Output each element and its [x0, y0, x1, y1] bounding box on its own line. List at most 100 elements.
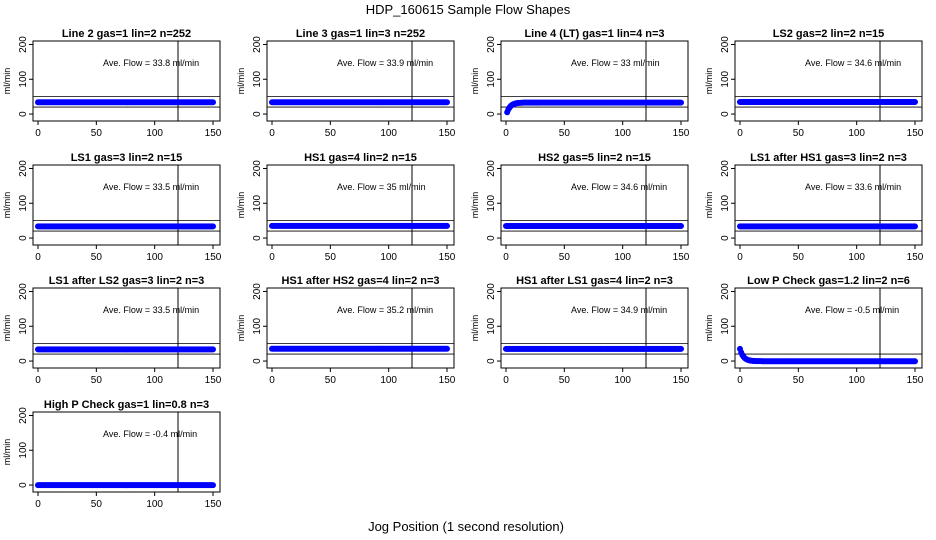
panel-2-ytick-label: 200: [252, 36, 263, 53]
panel-12-xtick-label: 0: [737, 375, 743, 386]
panel-13-ytick-label: 0: [18, 482, 29, 488]
figure-xlabel: Jog Position (1 second resolution): [368, 519, 564, 534]
panel-5-data-points: [34, 223, 217, 230]
panel-12-title: Low P Check gas=1.2 lin=2 n=6: [747, 275, 910, 287]
panel-6-xtick-label: 150: [439, 252, 456, 263]
panel-12-plot-frame: [734, 287, 923, 369]
panel-8-xtick-label: 50: [793, 252, 805, 263]
panel-8-xtick-label: 150: [907, 252, 924, 263]
panel-13-xtick-label: 0: [35, 499, 41, 510]
panel-12-xtick-label: 50: [793, 375, 805, 386]
panel-2-ytick-label: 100: [252, 70, 263, 87]
panel-7-ylabel: ml/min: [470, 192, 480, 219]
panel-6-ylabel: ml/min: [236, 192, 246, 219]
panel-6: HS1 gas=4 lin=2 n=15 0 100 200 ml/min 0 50 100 1…: [236, 152, 456, 263]
panel-6-plot-frame: [266, 164, 455, 246]
panel-3-plot-frame: [500, 40, 689, 122]
panel-7-title: HS2 gas=5 lin=2 n=15: [538, 152, 651, 164]
panel-12-data-points: [736, 345, 918, 365]
panel-2-plot-frame: [266, 40, 455, 122]
panel-4-annotation: Ave. Flow = 34.6 ml/min: [805, 58, 901, 68]
panel-2-annotation: Ave. Flow = 33.9 ml/min: [337, 58, 433, 68]
panel-7-xtick-label: 150: [673, 252, 690, 263]
panel-2-xtick-label: 100: [380, 128, 397, 139]
panel-9-xtick-label: 50: [91, 375, 103, 386]
panel-5: LS1 gas=3 lin=2 n=15 0 100 200 ml/min 0 50 100 1…: [2, 152, 222, 263]
panel-9-plot-frame: [32, 287, 221, 369]
panel-6-ytick-label: 0: [252, 235, 263, 241]
panel-11-xtick-label: 0: [503, 375, 509, 386]
panel-13-ylabel: ml/min: [2, 439, 12, 466]
panels-group: Line 2 gas=1 lin=2 n=252 0 100 200 ml/min 0 50…: [2, 28, 924, 510]
panel-1: Line 2 gas=1 lin=2 n=252 0 100 200 ml/min 0 50…: [2, 28, 222, 139]
panel-4-plot-frame: [734, 40, 923, 122]
panel-3-ytick-label: 0: [486, 111, 497, 117]
panel-2-ylabel: ml/min: [236, 68, 246, 95]
panel-7-xtick-label: 50: [559, 252, 571, 263]
panel-6-xtick-label: 0: [269, 252, 275, 263]
panel-10-xtick-label: 100: [380, 375, 397, 386]
panel-11-data-point: [677, 345, 684, 352]
panel-6-annotation: Ave. Flow = 35 ml/min: [337, 182, 426, 192]
panel-11-ytick-label: 100: [486, 317, 497, 334]
panel-4-ytick-label: 200: [720, 36, 731, 53]
panel-4-data-points: [736, 99, 918, 106]
panel-10-xtick-label: 150: [439, 375, 456, 386]
panel-12-ytick-label: 100: [720, 317, 731, 334]
panel-9-xtick-label: 100: [146, 375, 163, 386]
panel-5-ytick-label: 200: [18, 160, 29, 177]
panel-2-xtick-label: 150: [439, 128, 456, 139]
panel-11-xtick-label: 50: [559, 375, 571, 386]
panel-12-xtick-label: 150: [907, 375, 924, 386]
panel-3-data-point: [677, 99, 684, 106]
panel-8-data-points: [736, 223, 918, 230]
panel-6-ytick-label: 200: [252, 160, 263, 177]
panel-1-xtick-label: 150: [205, 128, 222, 139]
panel-4-ytick-label: 100: [720, 70, 731, 87]
panel-9-annotation: Ave. Flow = 33.5 ml/min: [103, 305, 199, 315]
panel-2-data-point: [443, 99, 450, 106]
panel-12-ytick-label: 0: [720, 358, 731, 364]
panel-7-xtick-label: 0: [503, 252, 509, 263]
panel-7-data-points: [502, 223, 684, 230]
panel-7-ytick-label: 100: [486, 194, 497, 211]
panel-13-data-points: [34, 482, 217, 489]
panel-12: Low P Check gas=1.2 lin=2 n=6 0 100 200 ml/m…: [704, 275, 924, 386]
panel-12-annotation: Ave. Flow = -0.5 ml/min: [805, 305, 899, 315]
panel-1-xtick-label: 0: [35, 128, 41, 139]
panel-4-xtick-label: 0: [737, 128, 743, 139]
panel-2-data-points: [268, 99, 450, 106]
panel-6-xtick-label: 100: [380, 252, 397, 263]
panel-10-ytick-label: 200: [252, 283, 263, 300]
panel-8-ylabel: ml/min: [704, 192, 714, 219]
panel-10: HS1 after HS2 gas=4 lin=2 n=3 0 100 200 ml/m…: [236, 275, 456, 386]
panel-1-plot-frame: [32, 40, 221, 122]
panel-7-annotation: Ave. Flow = 34.6 ml/min: [571, 182, 667, 192]
panel-13-plot-frame: [32, 411, 221, 493]
panel-9-data-points: [34, 346, 217, 353]
panel-9: LS1 after LS2 gas=3 lin=2 n=3 0 100 200 ml/m…: [2, 275, 222, 386]
panel-3-xtick-label: 0: [503, 128, 509, 139]
panel-2-title: Line 3 gas=1 lin=3 n=252: [296, 28, 425, 40]
panel-12-ytick-label: 200: [720, 283, 731, 300]
panel-9-ytick-label: 200: [18, 283, 29, 300]
panel-11-ytick-label: 200: [486, 283, 497, 300]
panel-4-xtick-label: 150: [907, 128, 924, 139]
panel-8-ytick-label: 100: [720, 194, 731, 211]
panel-2-ytick-label: 0: [252, 111, 263, 117]
panel-8: LS1 after HS1 gas=3 lin=2 n=3 0 100 200 ml/m…: [704, 152, 924, 263]
panel-8-title: LS1 after HS1 gas=3 lin=2 n=3: [750, 152, 907, 164]
panel-6-data-point: [443, 222, 450, 229]
panel-13-ytick-label: 200: [18, 407, 29, 424]
panel-13-xtick-label: 150: [205, 499, 222, 510]
panel-4-data-point: [911, 99, 918, 106]
panel-7: HS2 gas=5 lin=2 n=15 0 100 200 ml/min 0 50 100 1…: [470, 152, 690, 263]
panel-9-ytick-label: 0: [18, 358, 29, 364]
panel-9-title: LS1 after LS2 gas=3 lin=2 n=3: [49, 275, 205, 287]
panel-1-xtick-label: 50: [91, 128, 103, 139]
panel-1-xtick-label: 100: [146, 128, 163, 139]
panel-5-xtick-label: 0: [35, 252, 41, 263]
panel-13-xtick-label: 100: [146, 499, 163, 510]
panel-10-annotation: Ave. Flow = 35.2 ml/min: [337, 305, 433, 315]
panel-8-ytick-label: 0: [720, 235, 731, 241]
